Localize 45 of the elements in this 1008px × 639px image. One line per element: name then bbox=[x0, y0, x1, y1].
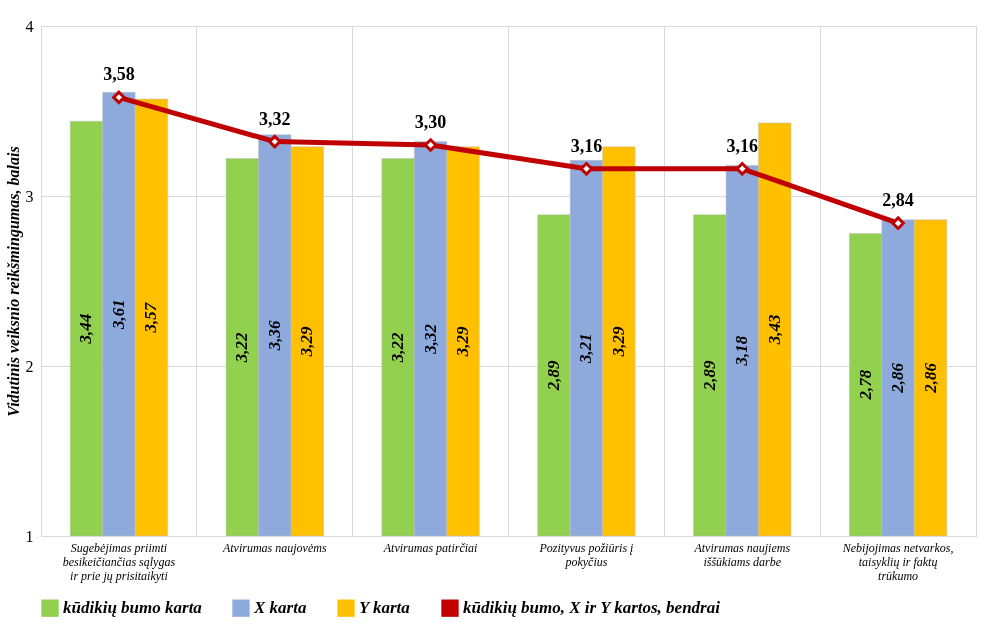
data-label: 2,89 bbox=[543, 359, 563, 392]
point bbox=[891, 216, 905, 230]
point bbox=[735, 162, 749, 176]
x-tick-label: Sugebėjimas priimti besikeičiančias sąlygas ir prie jų prisitaikyti bbox=[62, 540, 176, 583]
point bbox=[268, 134, 282, 149]
data-label: 3,43 bbox=[764, 314, 784, 346]
legend-label: X karta bbox=[253, 598, 307, 618]
y-tick-label: 2 bbox=[25, 357, 34, 375]
data-label: 2,84 bbox=[882, 190, 914, 211]
y-tick-label: 1 bbox=[25, 527, 34, 545]
point bbox=[579, 162, 594, 176]
data-label: 2,78 bbox=[855, 369, 875, 401]
y-tick-label: 3 bbox=[25, 187, 34, 205]
data-label: 3,18 bbox=[732, 335, 752, 367]
y-tick-label: 4 bbox=[25, 17, 34, 35]
data-label: 3,58 bbox=[103, 64, 135, 85]
data-label: 3,16 bbox=[726, 135, 758, 156]
x-tick-label: Atvirumas patirčiai bbox=[382, 540, 478, 555]
data-label: 2,86 bbox=[888, 362, 908, 394]
data-label: 2,89 bbox=[699, 359, 719, 392]
data-label: 3,21 bbox=[576, 333, 596, 365]
data-label: 3,36 bbox=[264, 320, 284, 352]
point bbox=[423, 138, 438, 152]
data-label: 3,32 bbox=[420, 323, 440, 355]
data-label: 3,29 bbox=[297, 325, 317, 358]
data-label: 3,29 bbox=[453, 325, 473, 358]
x-tick-label: Atvirumas naujovėms bbox=[221, 540, 327, 555]
data-label: 2,86 bbox=[920, 362, 940, 394]
point bbox=[112, 90, 126, 105]
legend-label: kūdikių bumo, X ir Y kartos, bendrai bbox=[463, 598, 721, 618]
data-label: 3,30 bbox=[414, 112, 447, 132]
legend-label: kūdikių bumo karta bbox=[63, 598, 203, 618]
data-label: 3,44 bbox=[76, 313, 96, 345]
legend-label: Y karta bbox=[359, 598, 411, 618]
data-label: 3,22 bbox=[388, 331, 408, 364]
data-label: 3,22 bbox=[232, 331, 252, 364]
x-tick-label: Pozityvus požiūris į pokyčius bbox=[538, 540, 634, 569]
y-axis-title: Vidutinis veiksnio reikšmingumas, balais bbox=[4, 146, 23, 417]
data-label: 3,29 bbox=[608, 325, 628, 358]
data-label: 3,16 bbox=[570, 135, 603, 156]
data-label: 3,61 bbox=[108, 299, 128, 331]
data-label: 3,57 bbox=[141, 301, 161, 334]
data-label: 3,32 bbox=[259, 108, 291, 129]
x-tick-label: Nebijojimas netvarkos, taisyklių ir faktų trūkumo bbox=[841, 540, 954, 583]
x-tick-label: Atvirumas naujiems iššūkiams darbe bbox=[693, 540, 791, 569]
